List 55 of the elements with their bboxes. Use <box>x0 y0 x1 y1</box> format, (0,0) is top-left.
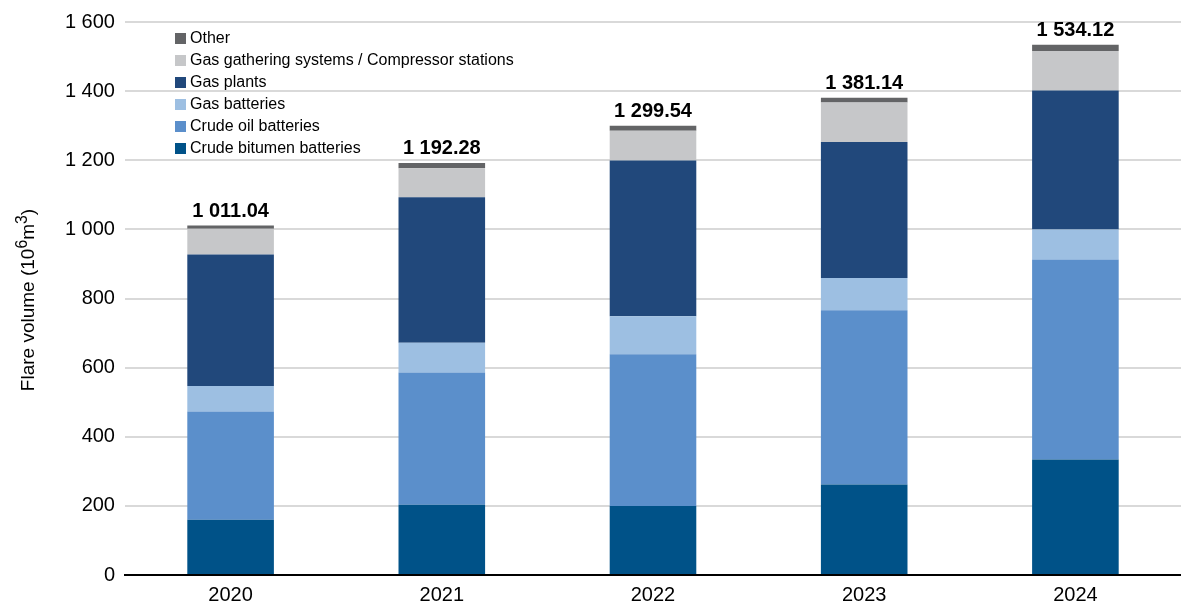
bar <box>609 125 697 131</box>
x-tick-label: 2021 <box>419 582 465 605</box>
bar <box>609 316 697 355</box>
legend-label: Other <box>190 28 231 48</box>
bar <box>609 505 697 574</box>
x-tick-label: 2023 <box>841 582 887 605</box>
bar <box>398 504 486 574</box>
bar <box>820 278 908 311</box>
bar <box>1032 44 1119 52</box>
bar <box>609 130 697 161</box>
legend-label: Gas gathering systems / Compressor stations <box>190 50 514 70</box>
bar <box>187 228 274 255</box>
bar <box>187 411 274 520</box>
bar <box>609 160 697 317</box>
bar <box>1032 90 1119 230</box>
y-tick-label: 1 400 <box>64 78 115 101</box>
total-label: 1 381.14 <box>825 71 904 94</box>
bar <box>820 484 908 574</box>
y-tick-label: 600 <box>81 355 115 378</box>
bar <box>398 197 486 343</box>
bar <box>398 372 486 505</box>
y-tick-label: 200 <box>81 493 115 516</box>
legend-label: Gas plants <box>190 72 267 92</box>
y-tick-label: 400 <box>81 424 115 447</box>
bar <box>609 354 697 506</box>
legend-label: Crude bitumen batteries <box>190 138 361 158</box>
bar <box>820 97 908 103</box>
y-tick-label: 1 000 <box>64 216 115 239</box>
bar <box>187 225 274 229</box>
x-tick-label: 2024 <box>1053 582 1098 605</box>
total-label: 1 299.54 <box>614 99 693 122</box>
y-tick-label: 800 <box>81 286 115 309</box>
bar <box>398 168 486 198</box>
bar <box>820 310 908 485</box>
legend-label: Gas batteries <box>190 94 286 114</box>
x-tick-label: 2022 <box>630 582 676 605</box>
bar <box>187 385 274 412</box>
y-tick-label: 1 200 <box>64 147 115 170</box>
y-tick-label: 1 600 <box>64 9 115 32</box>
total-label: 1 011.04 <box>192 199 270 222</box>
bar <box>1032 51 1119 91</box>
total-label: 1 192.28 <box>402 136 481 159</box>
bar <box>820 141 908 279</box>
y-tick-label: 0 <box>103 562 115 585</box>
legend-label: Crude oil batteries <box>190 116 320 136</box>
bar <box>820 102 908 142</box>
bar <box>187 519 274 574</box>
bar <box>1032 459 1119 574</box>
total-label: 1 534.12 <box>1036 18 1115 41</box>
bar <box>398 342 486 373</box>
x-tick-label: 2020 <box>208 582 253 605</box>
bar <box>398 162 486 169</box>
bar <box>1032 229 1119 260</box>
bar <box>1032 259 1119 460</box>
bar <box>187 254 274 386</box>
